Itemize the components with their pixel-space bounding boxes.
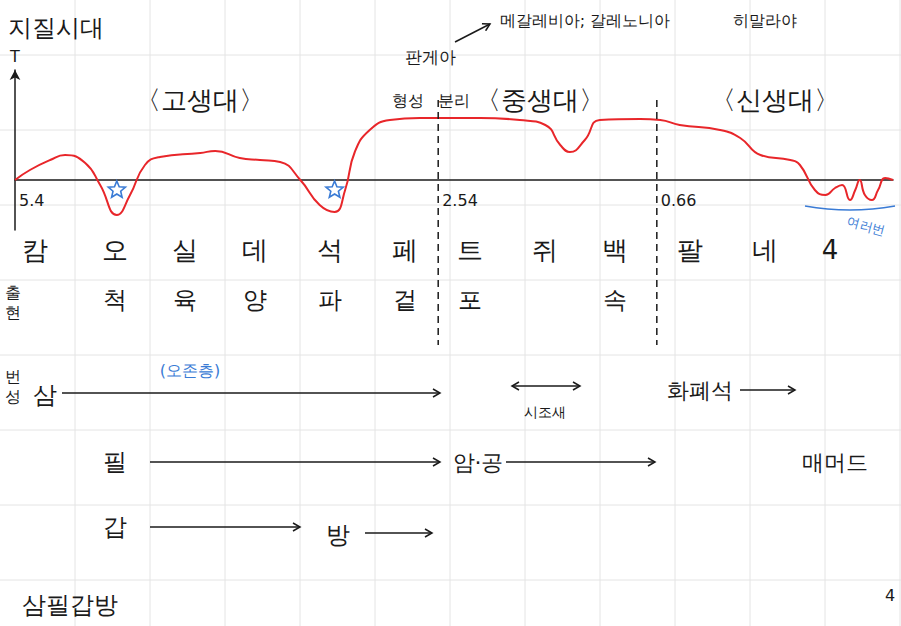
svg-text:척: 척 xyxy=(103,286,127,314)
svg-text:캄: 캄 xyxy=(22,235,48,265)
svg-text:속: 속 xyxy=(603,286,627,314)
svg-text:암·공: 암·공 xyxy=(453,450,504,475)
svg-text:육: 육 xyxy=(173,286,197,314)
svg-text:방: 방 xyxy=(326,521,350,549)
svg-text:2.54: 2.54 xyxy=(442,191,478,210)
svg-text:출: 출 xyxy=(5,283,21,302)
svg-text:팔: 팔 xyxy=(677,235,703,265)
svg-text:번: 번 xyxy=(5,367,21,386)
svg-text:겉: 겉 xyxy=(393,286,417,314)
svg-text:삼: 삼 xyxy=(33,381,57,409)
svg-text:데: 데 xyxy=(242,235,268,265)
svg-text:파: 파 xyxy=(318,286,342,314)
svg-text:포: 포 xyxy=(458,286,482,314)
svg-text:4: 4 xyxy=(822,235,839,265)
svg-text:히말라야: 히말라야 xyxy=(733,11,797,30)
svg-text:5.4: 5.4 xyxy=(19,191,44,210)
svg-text:트: 트 xyxy=(457,235,483,265)
svg-text:〈신생대〉: 〈신생대〉 xyxy=(710,85,840,115)
svg-text:실: 실 xyxy=(172,235,198,265)
svg-text:백: 백 xyxy=(602,235,628,265)
svg-text:판게아: 판게아 xyxy=(405,47,456,67)
svg-text:형성: 형성 xyxy=(392,91,424,110)
svg-text:〈중생대〉: 〈중생대〉 xyxy=(475,85,605,115)
svg-text:화폐석: 화폐석 xyxy=(667,378,733,403)
svg-text:매머드: 매머드 xyxy=(802,450,868,475)
svg-text:T: T xyxy=(9,47,20,66)
svg-text:네: 네 xyxy=(752,235,778,265)
svg-text:쥐: 쥐 xyxy=(532,235,558,265)
svg-text:양: 양 xyxy=(243,286,267,314)
svg-text:성: 성 xyxy=(5,387,21,406)
svg-text:0.66: 0.66 xyxy=(661,191,697,210)
svg-text:〈고생대〉: 〈고생대〉 xyxy=(135,85,265,115)
svg-text:시조새: 시조새 xyxy=(524,404,566,420)
svg-text:메갈레비아; 갈레노니아: 메갈레비아; 갈레노니아 xyxy=(500,11,670,30)
svg-text:지질시대: 지질시대 xyxy=(8,14,104,42)
svg-text:여러번: 여러번 xyxy=(845,214,887,239)
svg-text:4: 4 xyxy=(885,586,895,605)
svg-text:삼필갑방: 삼필갑방 xyxy=(22,591,118,619)
svg-text:분리: 분리 xyxy=(438,91,470,110)
svg-text:페: 페 xyxy=(392,235,418,265)
svg-text:오: 오 xyxy=(102,235,128,265)
svg-text:석: 석 xyxy=(317,235,343,265)
svg-text:(오존층): (오존층) xyxy=(160,361,220,380)
svg-text:갑: 갑 xyxy=(103,513,127,541)
svg-text:필: 필 xyxy=(103,448,127,476)
svg-text:현: 현 xyxy=(5,303,21,322)
